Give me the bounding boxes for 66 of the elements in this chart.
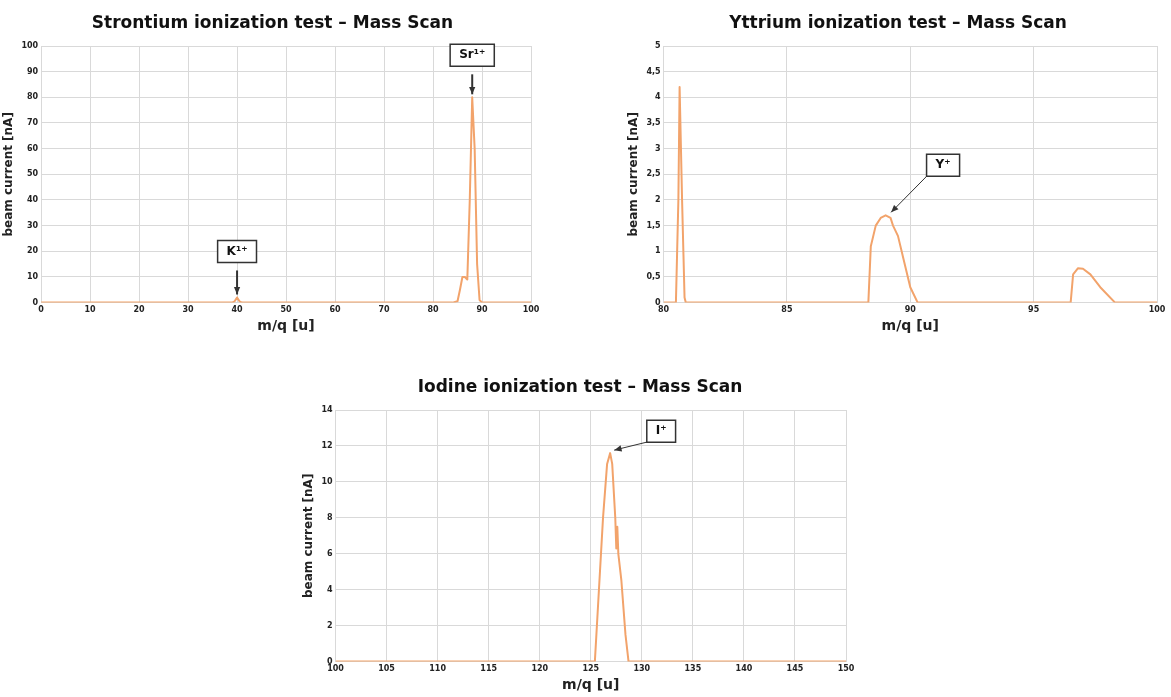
- x-tick-label: 140: [735, 664, 753, 674]
- x-tick-label: 110: [429, 664, 447, 674]
- annotation: I⁺: [655, 423, 667, 438]
- y-tick-label: 2: [654, 195, 661, 205]
- x-tick-label: 85: [781, 305, 793, 315]
- x-tick-label: 150: [837, 664, 855, 674]
- y-tick-label: 80: [26, 92, 39, 102]
- x-tick-label: 130: [633, 664, 651, 674]
- x-tick-label: 90: [476, 305, 489, 315]
- annotation: Y⁺: [934, 157, 951, 172]
- chart-title: Strontium ionization test – Mass Scan: [90, 12, 455, 32]
- x-tick-label: 30: [182, 305, 195, 315]
- y-tick-label: 90: [26, 66, 39, 76]
- chart-title: Yttrium ionization test – Mass Scan: [728, 12, 1068, 32]
- x-tick-label: 100: [1148, 305, 1166, 315]
- y-tick-label: 8: [326, 512, 333, 522]
- x-tick-label: 120: [531, 664, 549, 674]
- y-axis-title: beam current [nA]: [626, 112, 641, 237]
- x-tick-label: 125: [582, 664, 600, 674]
- y-tick-label: 30: [26, 220, 39, 230]
- y-tick-label: 12: [321, 441, 333, 451]
- y-tick-label: 100: [21, 41, 39, 51]
- y-tick-label: 14: [321, 405, 333, 415]
- x-axis-title: m/q [u]: [881, 317, 939, 334]
- x-tick-label: 105: [378, 664, 396, 674]
- y-tick-label: 10: [321, 476, 333, 486]
- x-tick-label: 90: [904, 305, 917, 315]
- y-tick-label: 70: [26, 118, 39, 128]
- annotation: K¹⁺: [226, 243, 248, 258]
- y-tick-label: 1,5: [646, 220, 662, 230]
- y-tick-label: 0,5: [646, 272, 662, 282]
- x-axis-title: m/q [u]: [257, 317, 315, 334]
- y-tick-label: 20: [26, 246, 39, 256]
- x-tick-label: 40: [231, 305, 244, 315]
- x-tick-label: 115: [480, 664, 498, 674]
- y-tick-label: 2: [326, 620, 333, 630]
- y-tick-label: 1: [654, 246, 661, 256]
- y-tick-label: 3,5: [646, 118, 662, 128]
- y-tick-label: 0: [326, 656, 333, 666]
- x-tick-label: 10: [84, 305, 97, 315]
- x-tick-label: 135: [684, 664, 702, 674]
- y-tick-label: 4: [654, 92, 661, 102]
- chart-title: Iodine ionization test – Mass Scan: [416, 376, 744, 396]
- x-axis-title: m/q [u]: [562, 676, 620, 693]
- x-tick-label: 20: [133, 305, 146, 315]
- y-tick-label: 2,5: [646, 169, 662, 179]
- y-tick-label: 4,5: [646, 66, 662, 76]
- annotation: Sr¹⁺: [459, 47, 486, 62]
- x-tick-label: 95: [1028, 305, 1040, 315]
- y-tick-label: 3: [654, 143, 661, 153]
- y-tick-label: 10: [26, 272, 39, 282]
- x-tick-label: 100: [522, 305, 540, 315]
- y-tick-label: 50: [26, 169, 39, 179]
- y-tick-label: 60: [26, 143, 39, 153]
- y-tick-label: 6: [326, 548, 333, 558]
- x-tick-label: 50: [280, 305, 293, 315]
- y-tick-label: 0: [654, 297, 661, 307]
- y-axis-title: beam current [nA]: [301, 473, 316, 598]
- x-tick-label: 70: [378, 305, 391, 315]
- y-tick-label: 40: [26, 195, 39, 205]
- x-tick-label: 145: [786, 664, 804, 674]
- y-axis-title: beam current [nA]: [1, 112, 16, 237]
- y-tick-label: 4: [326, 584, 333, 594]
- y-tick-label: 0: [32, 297, 39, 307]
- x-tick-label: 80: [427, 305, 440, 315]
- y-tick-label: 5: [654, 41, 661, 51]
